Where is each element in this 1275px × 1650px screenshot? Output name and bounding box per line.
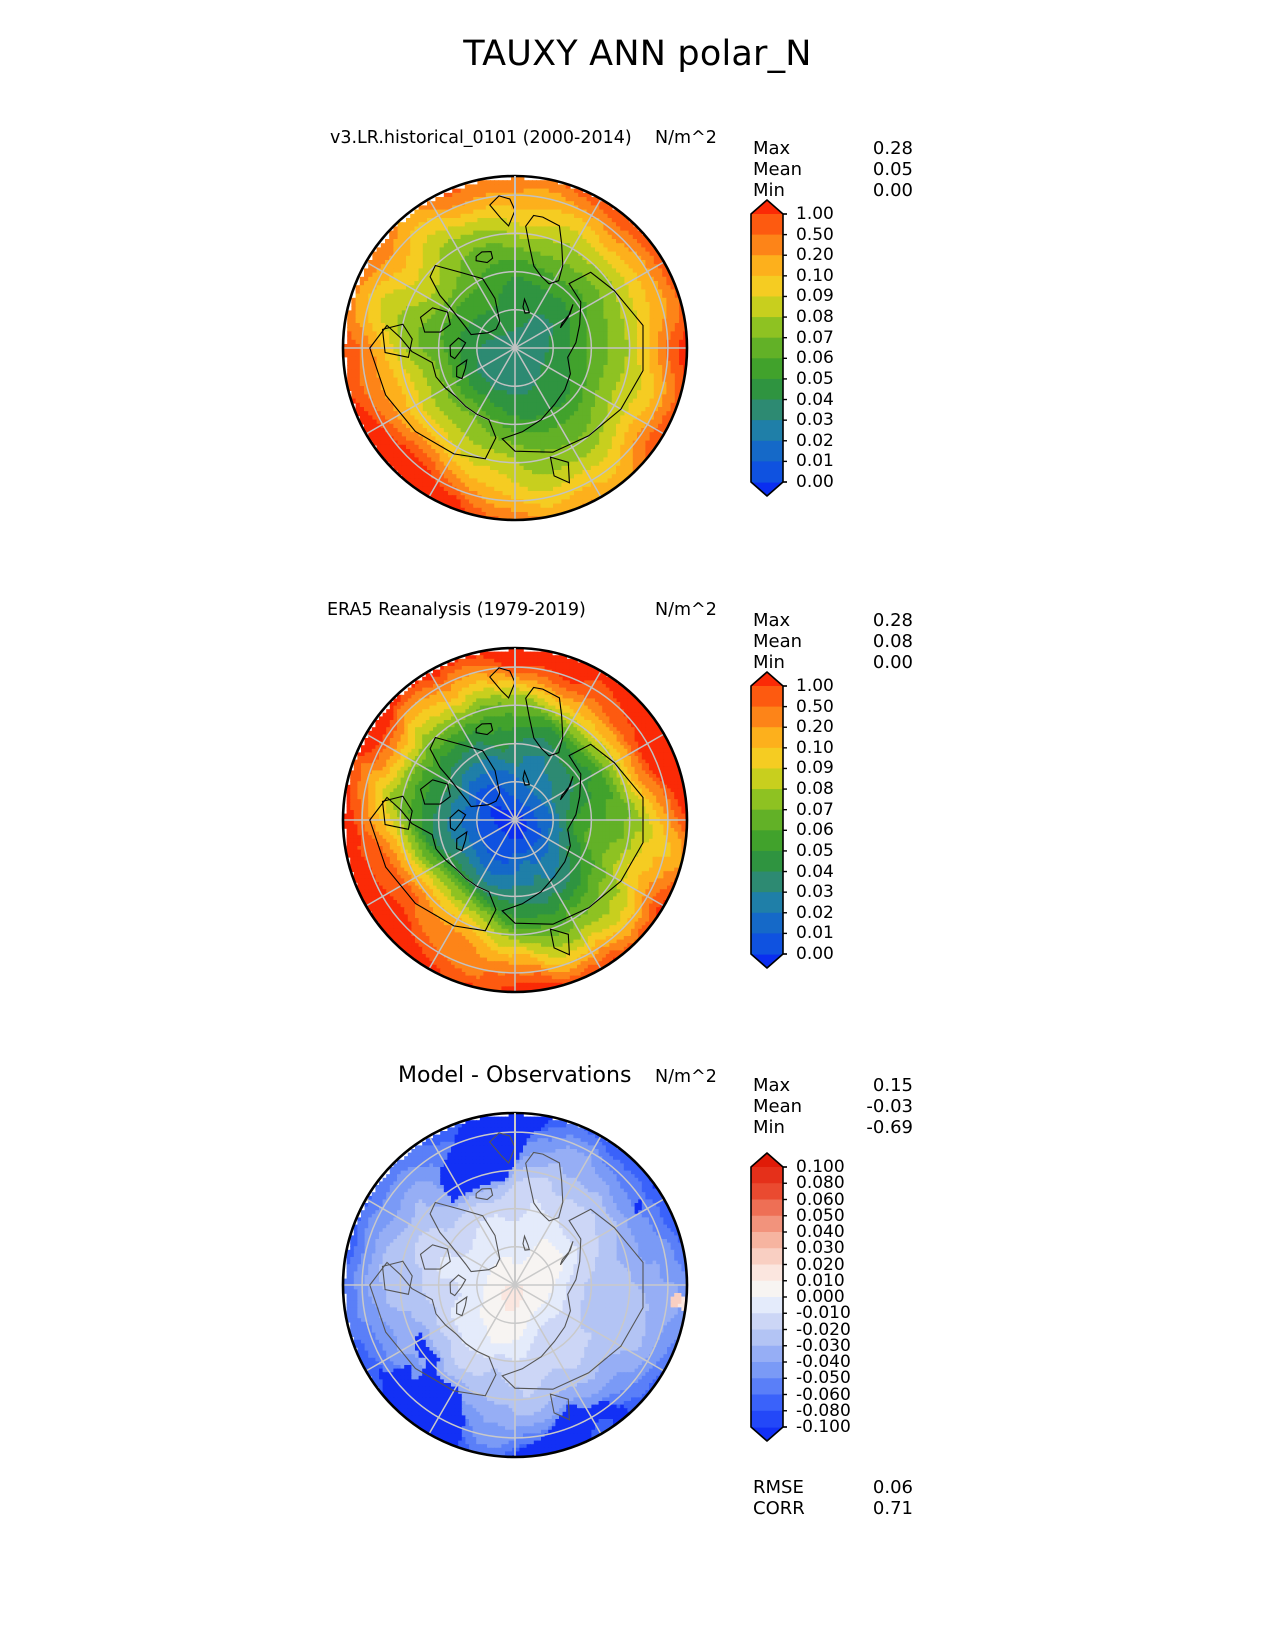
panel-model: v3.LR.historical_0101 (2000-2014) N/m^2 … — [0, 120, 1275, 560]
colorbar-tick-label: 0.04 — [796, 861, 834, 882]
colorbar-tick-label: 0.040 — [796, 1222, 845, 1242]
stat-row: Max 0.15 — [753, 1075, 913, 1096]
colorbar-tick-label: 0.02 — [796, 902, 834, 923]
colorbar-tick-label: 0.01 — [796, 923, 834, 944]
colorbar-tick-label: 0.03 — [796, 882, 834, 903]
colorbar-tick-label: 0.50 — [796, 224, 834, 245]
colorbar-tick-label: 0.060 — [796, 1189, 845, 1210]
colorbar-tick-label: -0.020 — [796, 1319, 851, 1340]
colorbar-tick-label: 0.20 — [796, 245, 834, 266]
colorbar-tick-label: 0.00 — [796, 472, 834, 492]
colorbar-tick-label: 0.09 — [796, 286, 834, 307]
colorbar-tick-label: 0.01 — [796, 451, 834, 472]
colorbar-tick-label: -0.080 — [796, 1400, 851, 1421]
colorbar-tick-label: 0.010 — [796, 1270, 845, 1291]
colorbar-tick-label: -0.050 — [796, 1368, 851, 1389]
stat-row: Min 0.00 — [753, 652, 913, 673]
colorbar-tick-label: 0.05 — [796, 368, 834, 389]
colorbar-tick-label: 0.50 — [796, 696, 834, 717]
colorbar-tick-label: 0.00 — [796, 944, 834, 964]
colorbar-tick-label: 0.06 — [796, 820, 834, 841]
stat-row: Max 0.28 — [753, 138, 913, 159]
panel-model-title: v3.LR.historical_0101 (2000-2014) — [330, 128, 632, 148]
colorbar-tick-label: -0.040 — [796, 1352, 851, 1372]
panel-diff-title: Model - Observations — [398, 1063, 632, 1088]
colorbar-tick-label: 0.08 — [796, 307, 834, 328]
colorbar-tick-label: 0.080 — [796, 1173, 845, 1194]
colorbar-tick-label: 0.05 — [796, 840, 834, 861]
stat-row: RMSE 0.06 — [753, 1477, 913, 1498]
colorbar-obs[interactable]: 1.00 0.50 0.20 0.10 0.09 0.08 0.07 0.06 0.05 0.04… — [745, 671, 834, 969]
colorbar-tick-label: -0.060 — [796, 1384, 851, 1405]
panel-diff-stats: Max 0.15 Mean -0.03 Min -0.69 — [753, 1075, 913, 1138]
stat-row: Mean -0.03 — [753, 1096, 913, 1117]
panel-model-units: N/m^2 — [655, 128, 717, 148]
colorbar-tick-label: 0.07 — [796, 327, 834, 348]
colorbar-tick-label: 0.20 — [796, 717, 834, 738]
panel-diff: Model - Observations N/m^2 Max 0.15 Mean -… — [0, 1055, 1275, 1575]
stat-row: Mean 0.05 — [753, 159, 913, 180]
colorbar-model[interactable]: 1.00 0.50 0.20 0.10 0.09 0.08 0.07 0.06 0.05 0.04… — [745, 199, 834, 497]
colorbar-tick-label: 0.100 — [796, 1157, 845, 1177]
colorbar-tick-label: 0.10 — [796, 737, 834, 758]
panel-obs-units: N/m^2 — [655, 600, 717, 620]
colorbar-tick-label: -0.030 — [796, 1335, 851, 1356]
page-title: TAUXY ANN polar_N — [463, 34, 812, 74]
colorbar-tick-label: 0.07 — [796, 799, 834, 820]
stat-row: Min -0.69 — [753, 1117, 913, 1138]
polar-map-obs[interactable] — [305, 630, 725, 1020]
stat-row: Mean 0.08 — [753, 631, 913, 652]
stat-row: Min 0.00 — [753, 180, 913, 201]
colorbar-tick-label: 0.03 — [796, 410, 834, 431]
colorbar-tick-label: 0.06 — [796, 348, 834, 369]
colorbar-tick-label: -0.100 — [796, 1417, 851, 1437]
colorbar-tick-label: 0.030 — [796, 1238, 845, 1259]
colorbar-tick-label: 0.08 — [796, 779, 834, 800]
colorbar-tick-label: 0.050 — [796, 1205, 845, 1226]
colorbar-tick-label: -0.010 — [796, 1303, 851, 1324]
panel-obs-stats: Max 0.28 Mean 0.08 Min 0.00 — [753, 610, 913, 673]
colorbar-tick-label: 0.000 — [796, 1287, 845, 1307]
colorbar-diff[interactable]: 0.100 0.080 0.060 0.050 0.040 0.030 0.020 0.010… — [745, 1152, 851, 1442]
colorbar-tick-label: 1.00 — [796, 676, 834, 696]
polar-map-model[interactable] — [305, 158, 725, 548]
panel-diff-units: N/m^2 — [655, 1067, 717, 1087]
colorbar-tick-label: 0.020 — [796, 1254, 845, 1275]
panel-model-stats: Max 0.28 Mean 0.05 Min 0.00 — [753, 138, 913, 201]
colorbar-tick-label: 0.02 — [796, 430, 834, 451]
stat-row: Max 0.28 — [753, 610, 913, 631]
panel-obs: ERA5 Reanalysis (1979-2019) N/m^2 Max 0.2… — [0, 592, 1275, 1032]
colorbar-tick-label: 0.09 — [796, 758, 834, 779]
panel-diff-footer-stats: RMSE 0.06 CORR 0.71 — [753, 1477, 913, 1519]
colorbar-tick-label: 0.10 — [796, 265, 834, 286]
stat-row: CORR 0.71 — [753, 1498, 913, 1519]
polar-map-diff[interactable] — [305, 1095, 725, 1485]
panel-obs-title: ERA5 Reanalysis (1979-2019) — [327, 600, 586, 620]
colorbar-tick-label: 0.04 — [796, 389, 834, 410]
colorbar-tick-label: 1.00 — [796, 204, 834, 224]
